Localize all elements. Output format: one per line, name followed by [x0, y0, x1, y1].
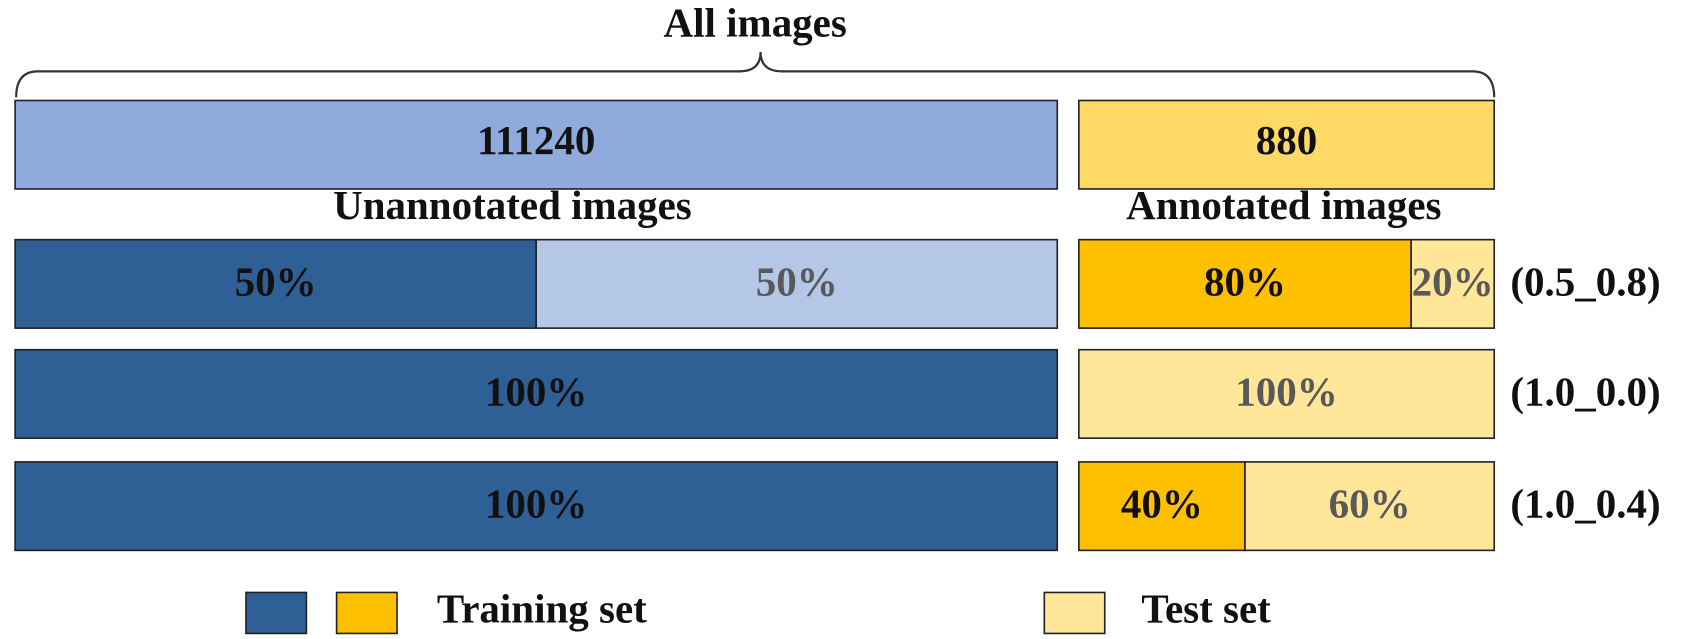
segment [1078, 461, 1246, 552]
segment-label: 80% [1204, 258, 1286, 304]
segment-label: 100% [485, 481, 587, 527]
total-bar [14, 99, 1059, 190]
segment [1244, 461, 1496, 552]
segment-label: 60% [1329, 481, 1411, 527]
legend-swatch [1043, 591, 1106, 635]
legend-label: Training set [437, 585, 647, 631]
title: All images [664, 0, 847, 46]
legend-swatch [335, 591, 398, 635]
legend-swatch [245, 591, 308, 635]
legend-label: Test set [1141, 585, 1271, 631]
segment [1078, 348, 1496, 439]
segment-label: 50% [756, 258, 838, 304]
segment [14, 461, 1059, 552]
brace [15, 51, 1496, 98]
segment [1078, 238, 1412, 329]
segment [1410, 238, 1496, 329]
total-label: 111240 [477, 117, 595, 163]
segment-label: 100% [485, 369, 587, 415]
segment-label: 40% [1121, 481, 1203, 527]
row-label: (0.5_0.8) [1510, 258, 1660, 304]
segment-label: 100% [1235, 369, 1337, 415]
row-label: (1.0_0.0) [1510, 369, 1660, 415]
segment-label: 50% [235, 258, 317, 304]
total-label: 880 [1256, 117, 1317, 163]
segment [535, 238, 1059, 329]
total-bar [1078, 99, 1496, 190]
row-label: (1.0_0.4) [1510, 481, 1660, 527]
segment [14, 348, 1059, 439]
segment-label: 20% [1412, 258, 1494, 304]
